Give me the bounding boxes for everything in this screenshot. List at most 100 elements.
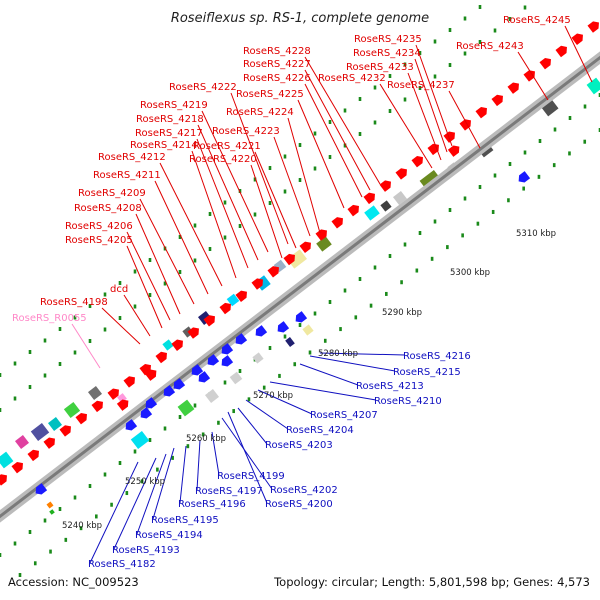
scale-tick-label: 5240 kbp [62, 521, 102, 531]
tick-dot [193, 258, 197, 263]
tick-dot [43, 338, 47, 343]
tick-dot [58, 362, 62, 366]
forward-gene-arrow [523, 70, 535, 82]
feature-box [47, 416, 63, 432]
reverse-gene-arrow [221, 343, 234, 355]
genome-backbone [0, 51, 600, 523]
leader-line [152, 447, 175, 520]
tick-dot [448, 63, 452, 67]
leader-line [414, 58, 448, 153]
forward-gene-arrow [155, 351, 167, 364]
map-title: Roseiflexus sp. RS-1, complete genome [171, 11, 429, 26]
feature-box [287, 249, 307, 269]
accession-text: Accession: NC_009523 [8, 575, 139, 589]
tick-dot [568, 151, 571, 156]
feature-box [30, 422, 50, 442]
tick-dot [598, 128, 600, 132]
forward-gene-label: RoseRS_4235 [354, 34, 422, 45]
tick-dot [0, 553, 2, 557]
leader-line [415, 44, 453, 147]
tick-dot [463, 196, 467, 201]
reverse-gene-label: RoseRS_4193 [112, 545, 180, 556]
tick-dot [298, 323, 302, 327]
tick-dot [88, 484, 92, 488]
leader-line [126, 231, 171, 321]
feature-box [285, 337, 295, 347]
tick-dot [433, 74, 437, 79]
tick-dot [478, 185, 482, 189]
forward-gene-label: RoseRS_4225 [236, 89, 304, 100]
tick-dot [148, 293, 152, 297]
tick-dot [433, 39, 437, 44]
tick-dot [217, 420, 220, 425]
tick-dot [493, 173, 497, 178]
forward-gene-arrow [379, 180, 391, 192]
tick-dot [49, 549, 52, 554]
feature-box [392, 190, 408, 206]
tick-dot [283, 189, 287, 194]
reverse-gene-arrow [518, 171, 531, 183]
forward-gene-arrow [571, 33, 583, 45]
leader-line [201, 110, 269, 253]
leader-line [197, 124, 259, 261]
tick-dot [598, 93, 600, 97]
tick-dot [537, 174, 541, 179]
leader-line [196, 439, 201, 491]
feature-box [226, 293, 240, 307]
reverse-gene-arrow [198, 371, 211, 383]
gene-labels: RoseRS_4245 RoseRS_4243 RoseRS_4235 RoseRS_… [12, 15, 571, 570]
tick-dot [358, 132, 362, 136]
tick-dot [298, 178, 302, 182]
scale-tick-label: 5310 kbp [516, 229, 556, 239]
forward-gene-arrow [59, 425, 71, 437]
reverse-gene-label: RoseRS_4202 [270, 485, 338, 496]
tick-dot [388, 254, 392, 258]
tick-dot [247, 397, 251, 402]
leader-line [221, 417, 273, 490]
reverse-gene-arrow [221, 355, 234, 367]
feature-box [177, 399, 195, 417]
tick-dot [103, 472, 107, 477]
leader-line [135, 213, 181, 315]
tick-dot [208, 247, 212, 251]
reverse-gene-label: RoseRS_4210 [374, 396, 442, 407]
leader-line [159, 162, 223, 287]
label-leader-lines [71, 25, 593, 564]
reverse-gene-arrow [235, 333, 248, 345]
reverse-gene-arrow [35, 483, 48, 495]
leader-line [287, 117, 321, 234]
tick-dot [268, 201, 272, 205]
leader-line [297, 99, 345, 209]
forward-gene-arrow [116, 399, 129, 411]
feature-box [204, 388, 220, 404]
reverse-gene-arrow [145, 397, 158, 409]
tick-dot [208, 212, 212, 216]
forward-gene-arrow [587, 21, 599, 33]
tick-dot [403, 97, 407, 102]
tick-dot [28, 385, 32, 389]
tick-dot [522, 186, 525, 191]
tick-dot [373, 85, 377, 90]
tick-dot [298, 143, 302, 147]
feature-box [162, 339, 174, 351]
forward-gene-label: RoseRS_4228 [243, 46, 311, 57]
tick-dot [178, 415, 182, 419]
forward-gene-label: RoseRS_4211 [93, 170, 161, 181]
forward-gene-arrow [283, 253, 295, 266]
forward-gene-arrow [267, 266, 279, 278]
reverse-gene-label: RoseRS_4196 [178, 499, 246, 510]
forward-gene-arrow [107, 388, 119, 400]
tick-dot [415, 268, 419, 273]
tick-dot [201, 432, 205, 437]
tick-dot [232, 409, 235, 414]
leader-line [136, 453, 167, 535]
forward-gene-arrow [171, 339, 183, 351]
forward-gene-arrow [187, 327, 199, 339]
tick-dot [223, 235, 227, 240]
tick-dot [343, 108, 347, 113]
tick-dot [163, 281, 167, 286]
reverse-gene-label: RoseRS_4203 [265, 440, 333, 451]
tick-dot [13, 396, 17, 401]
leader-line [230, 92, 289, 245]
tick-dot [568, 116, 572, 120]
